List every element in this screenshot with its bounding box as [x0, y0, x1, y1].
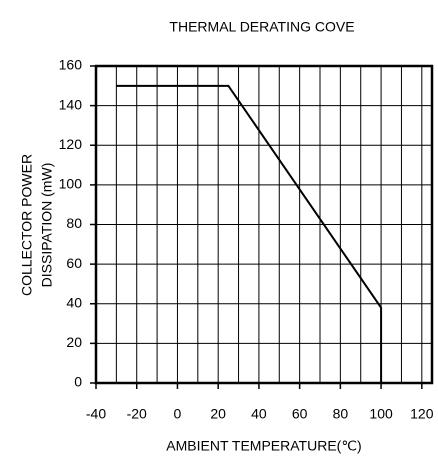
x-tick-label: 100 [369, 406, 393, 422]
y-tick-label: 120 [59, 136, 83, 152]
x-tick-label: 40 [251, 406, 267, 422]
x-tick-label: 120 [410, 406, 434, 422]
y-tick-label: 40 [66, 294, 82, 310]
y-tick-label: 20 [66, 334, 82, 350]
y-tick-label: 100 [59, 176, 83, 192]
x-tick-label: -40 [86, 406, 106, 422]
x-tick-label: 0 [174, 406, 182, 422]
plot-frame [94, 64, 434, 385]
y-tick-label: 60 [66, 255, 82, 271]
y-axis-label: COLLECTOR POWER [19, 154, 35, 296]
x-tick-label: -20 [127, 406, 147, 422]
y-axis-label: DISSIPATION (mW) [39, 163, 55, 288]
x-axis-label: AMBIENT TEMPERATURE(℃) [166, 438, 361, 454]
x-tick-label: 80 [333, 406, 349, 422]
line [116, 84, 383, 383]
x-tick-label: 20 [210, 406, 226, 422]
y-tick-label: 80 [66, 215, 82, 231]
y-tick-label: 0 [74, 374, 82, 390]
chart-title: THERMAL DERATING COVE [169, 19, 354, 35]
y-tick-label: 160 [59, 57, 83, 73]
y-tick-label: 140 [59, 96, 83, 112]
x-tick-label: 60 [292, 406, 308, 422]
